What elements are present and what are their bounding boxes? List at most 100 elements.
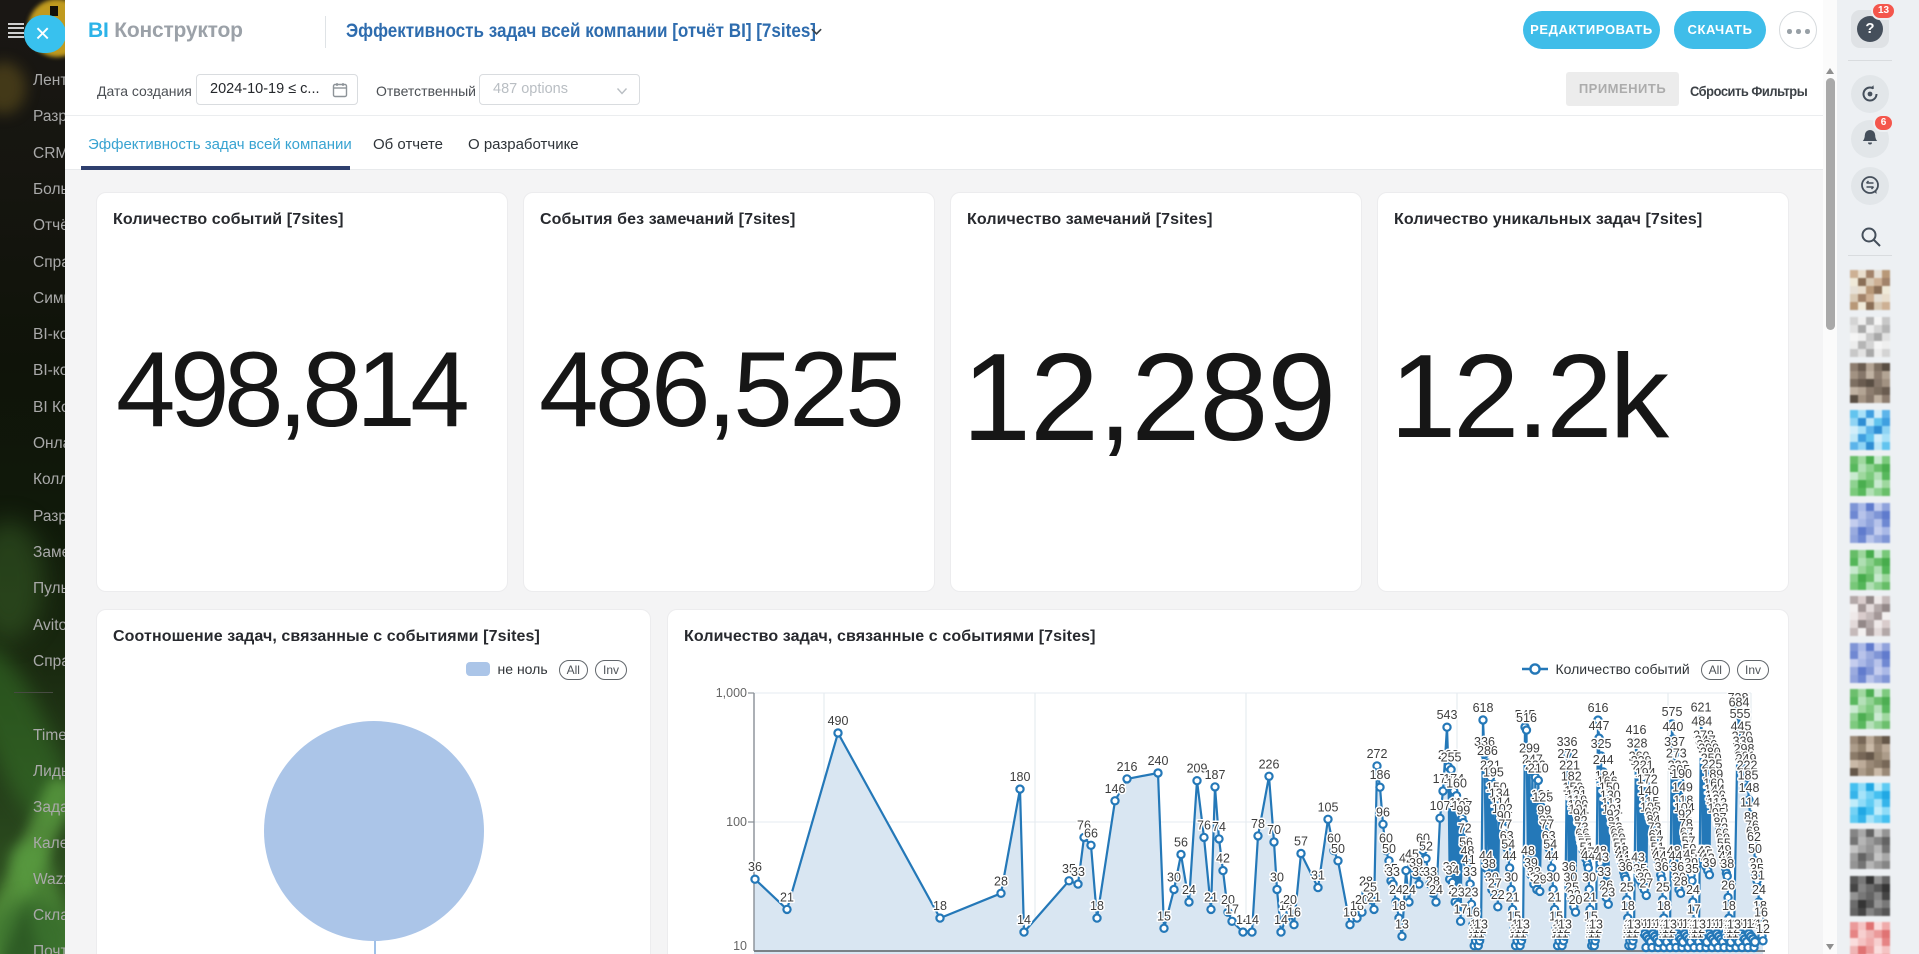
svg-text:148: 148 xyxy=(1739,781,1760,795)
svg-text:105: 105 xyxy=(1640,800,1661,814)
svg-text:42: 42 xyxy=(1399,852,1413,866)
svg-text:29: 29 xyxy=(1533,872,1547,886)
svg-text:13: 13 xyxy=(1470,917,1484,931)
svg-text:80: 80 xyxy=(1714,816,1728,830)
svg-text:33: 33 xyxy=(1071,865,1085,879)
svg-text:13: 13 xyxy=(1726,917,1740,931)
svg-text:150: 150 xyxy=(1599,780,1620,794)
svg-text:20: 20 xyxy=(1283,893,1297,907)
svg-text:222: 222 xyxy=(1668,758,1689,772)
svg-text:17: 17 xyxy=(1225,902,1239,916)
svg-text:84: 84 xyxy=(1647,813,1661,827)
svg-text:30: 30 xyxy=(1167,871,1181,885)
svg-text:73: 73 xyxy=(1609,821,1623,835)
svg-text:114: 114 xyxy=(1740,796,1760,810)
svg-text:99: 99 xyxy=(1537,804,1551,818)
svg-text:109: 109 xyxy=(1568,798,1589,812)
svg-text:11: 11 xyxy=(1625,927,1638,941)
svg-text:90: 90 xyxy=(1497,809,1511,823)
svg-text:34: 34 xyxy=(1445,863,1459,877)
svg-text:12: 12 xyxy=(1586,922,1600,936)
svg-text:69: 69 xyxy=(1610,824,1624,838)
svg-text:195: 195 xyxy=(1483,766,1504,780)
svg-text:119: 119 xyxy=(1567,793,1587,807)
svg-text:12: 12 xyxy=(1756,922,1770,936)
svg-text:13: 13 xyxy=(1738,917,1752,931)
svg-text:62: 62 xyxy=(1747,830,1761,844)
svg-text:516: 516 xyxy=(1516,711,1537,725)
svg-text:18: 18 xyxy=(1722,899,1736,913)
svg-text:187: 187 xyxy=(1205,768,1226,782)
svg-text:12: 12 xyxy=(1515,922,1529,936)
svg-text:16: 16 xyxy=(1466,906,1480,920)
svg-text:11: 11 xyxy=(1711,917,1724,931)
svg-text:13: 13 xyxy=(1474,917,1488,931)
svg-text:12: 12 xyxy=(1691,922,1705,936)
svg-text:12: 12 xyxy=(1646,917,1660,931)
svg-text:14: 14 xyxy=(1236,913,1250,927)
svg-text:57: 57 xyxy=(1682,835,1696,849)
svg-text:12: 12 xyxy=(1742,917,1756,931)
svg-text:45: 45 xyxy=(1405,848,1419,862)
svg-text:484: 484 xyxy=(1691,715,1712,729)
svg-text:44: 44 xyxy=(1503,849,1517,863)
svg-text:25: 25 xyxy=(1656,881,1670,895)
svg-text:189: 189 xyxy=(1702,767,1723,781)
svg-text:48: 48 xyxy=(1697,844,1711,858)
svg-text:39: 39 xyxy=(1409,856,1423,870)
svg-text:44: 44 xyxy=(1616,849,1630,863)
svg-text:575: 575 xyxy=(1662,705,1683,719)
svg-text:180: 180 xyxy=(1010,770,1031,784)
svg-text:44: 44 xyxy=(1479,849,1493,863)
svg-text:185: 185 xyxy=(1738,769,1759,783)
svg-text:24: 24 xyxy=(1752,883,1766,897)
svg-text:13: 13 xyxy=(1755,917,1769,931)
svg-text:13: 13 xyxy=(1689,917,1703,931)
svg-text:130: 130 xyxy=(1705,788,1726,802)
svg-text:325: 325 xyxy=(1591,737,1612,751)
svg-text:249: 249 xyxy=(1736,752,1757,766)
svg-text:83: 83 xyxy=(1539,813,1553,827)
svg-text:78: 78 xyxy=(1251,817,1265,831)
svg-text:11: 11 xyxy=(1663,917,1676,931)
svg-text:25: 25 xyxy=(1363,881,1377,895)
svg-text:545: 545 xyxy=(1515,708,1536,722)
svg-text:44: 44 xyxy=(1581,849,1595,863)
svg-text:41: 41 xyxy=(1617,853,1631,867)
svg-text:261: 261 xyxy=(1735,749,1756,763)
svg-text:32: 32 xyxy=(1635,867,1649,881)
svg-text:12: 12 xyxy=(1662,922,1676,936)
svg-text:18: 18 xyxy=(1753,899,1767,913)
svg-text:370: 370 xyxy=(1732,730,1753,744)
svg-text:30: 30 xyxy=(1672,871,1686,885)
svg-text:36: 36 xyxy=(1443,860,1457,874)
svg-text:328: 328 xyxy=(1627,737,1648,751)
svg-text:64: 64 xyxy=(1649,828,1663,842)
svg-text:36: 36 xyxy=(1655,860,1669,874)
svg-text:11: 11 xyxy=(1551,927,1564,941)
svg-text:33: 33 xyxy=(1527,865,1541,879)
svg-text:24: 24 xyxy=(1402,883,1416,897)
svg-text:114: 114 xyxy=(1491,796,1511,810)
svg-text:60: 60 xyxy=(1576,832,1590,846)
svg-text:445: 445 xyxy=(1731,719,1752,733)
svg-text:339: 339 xyxy=(1733,735,1754,749)
svg-text:347: 347 xyxy=(1695,733,1716,747)
svg-text:38: 38 xyxy=(1618,857,1632,871)
svg-text:48: 48 xyxy=(1615,844,1629,858)
svg-text:447: 447 xyxy=(1589,719,1610,733)
svg-text:11: 11 xyxy=(1747,917,1760,931)
svg-text:54: 54 xyxy=(1543,838,1557,852)
svg-text:28: 28 xyxy=(1426,874,1440,888)
svg-text:616: 616 xyxy=(1588,701,1609,715)
svg-text:21: 21 xyxy=(1367,890,1381,904)
svg-text:240: 240 xyxy=(1148,754,1169,768)
svg-text:11: 11 xyxy=(1688,927,1701,941)
svg-text:22: 22 xyxy=(1567,888,1581,902)
svg-text:94: 94 xyxy=(1573,807,1587,821)
svg-text:11: 11 xyxy=(1726,927,1739,941)
svg-text:13: 13 xyxy=(1660,917,1674,931)
svg-text:13: 13 xyxy=(1690,917,1704,931)
svg-text:336: 336 xyxy=(1474,735,1495,749)
svg-text:12: 12 xyxy=(1473,922,1487,936)
